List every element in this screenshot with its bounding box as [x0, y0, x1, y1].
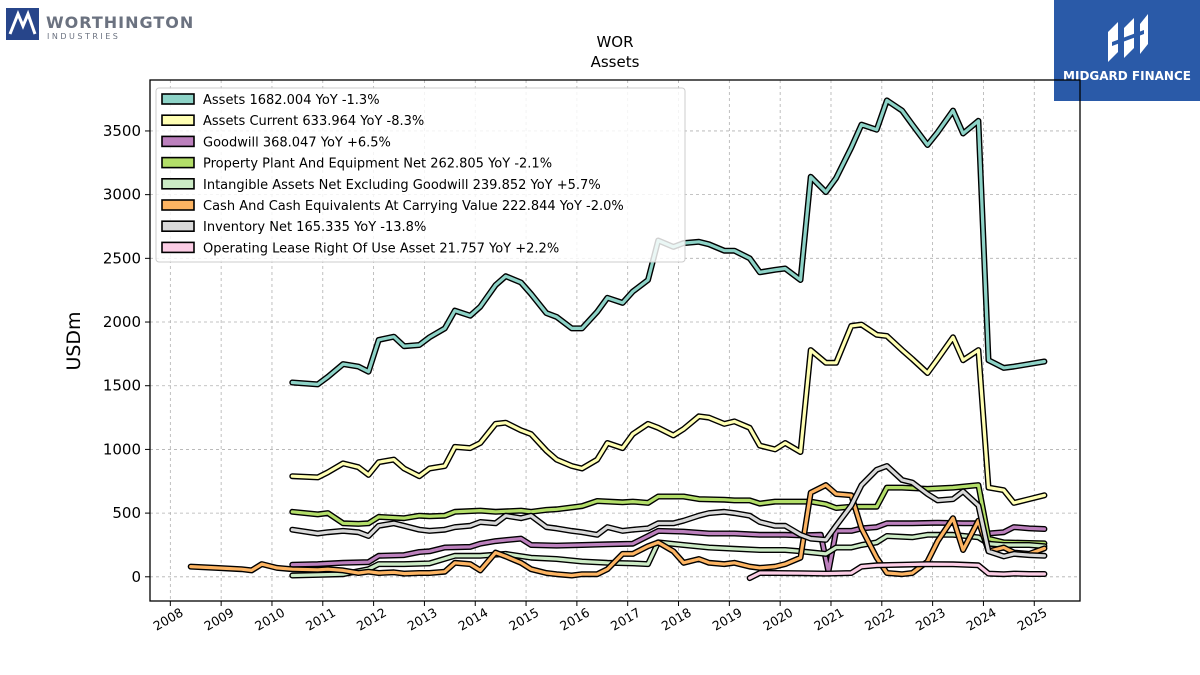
legend-swatch: [161, 199, 195, 211]
chart-title: WOR: [596, 33, 633, 51]
series-line: [748, 562, 1046, 580]
y-tick-label: 1500: [103, 377, 141, 395]
x-tick-label: 2017: [608, 605, 643, 634]
legend-swatch: [161, 220, 195, 232]
series-line: [290, 464, 1046, 558]
plot-frame: [149, 79, 1081, 602]
legend-label: Inventory Net 165.335 YoY -13.8%: [203, 220, 426, 235]
company-sub: INDUSTRIES: [47, 32, 120, 41]
series-lines: [187, 97, 1048, 582]
legend-swatch: [161, 156, 195, 169]
y-axis-label: USDm: [63, 311, 85, 370]
legend-label: Assets Current 633.964 YoY -8.3%: [203, 114, 424, 129]
x-tick-label: 2015: [506, 605, 541, 634]
legend: Assets 1682.004 YoY -1.3% Assets Current …: [155, 87, 686, 263]
x-tick-label: 2020: [760, 605, 795, 634]
x-tick-label: 2009: [201, 605, 236, 634]
x-tick-label: 2008: [151, 605, 186, 634]
series-line: [290, 323, 1046, 505]
y-tick-label: 3000: [103, 186, 141, 204]
legend-label: Cash And Cash Equivalents At Carrying Va…: [203, 199, 624, 214]
x-tick-label: 2024: [964, 605, 999, 634]
midgard-finance-logo: MIDGARD FINANCE: [1054, 0, 1200, 101]
legend-label: Intangible Assets Net Excluding Goodwill…: [203, 178, 601, 193]
y-tick-label: 3500: [103, 122, 141, 140]
x-tick-label: 2014: [455, 605, 490, 634]
series-line: [290, 483, 1046, 545]
legend-label: Property Plant And Equipment Net 262.805…: [203, 157, 552, 172]
x-tick-label: 2013: [405, 605, 440, 634]
x-tick-label: 2012: [354, 605, 389, 634]
midgard-mark-icon: [1108, 14, 1148, 62]
legend-label: Operating Lease Right Of Use Asset 21.75…: [203, 241, 559, 256]
legend-swatch: [161, 241, 195, 254]
company-name: WORTHINGTON: [46, 13, 194, 32]
legend-box: [155, 87, 686, 263]
x-tick-label: 2022: [862, 605, 897, 634]
x-tick-label: 2023: [913, 605, 948, 634]
series-line: [290, 533, 1046, 578]
series-line: [290, 521, 1046, 574]
legend-swatch: [161, 135, 195, 148]
x-tick-label: 2016: [557, 605, 592, 634]
legend-swatch: [161, 178, 195, 190]
logo-w-icon: [8, 9, 37, 35]
y-tick-label: 0: [131, 568, 141, 586]
x-tick-label: 2021: [811, 605, 846, 634]
series-line: [189, 483, 1046, 578]
x-tick-label: 2018: [659, 605, 694, 634]
chart-subtitle: Assets: [591, 53, 640, 71]
x-tick-label: 2025: [1014, 605, 1049, 634]
legend-label: Goodwill 368.047 YoY +6.5%: [203, 135, 391, 150]
partner-name: MIDGARD FINANCE: [1063, 69, 1191, 83]
x-tick-label: 2010: [252, 605, 287, 634]
y-tick-label: 2500: [103, 249, 141, 267]
legend-label: Assets 1682.004 YoY -1.3%: [203, 93, 380, 108]
legend-swatch: [161, 114, 195, 126]
y-tick-label: 500: [112, 504, 141, 522]
x-tick-label: 2011: [303, 605, 338, 634]
y-tick-label: 1000: [103, 440, 141, 458]
worthington-logo: WORTHINGTON INDUSTRIES: [6, 8, 206, 44]
x-tick-label: 2019: [710, 605, 745, 634]
axis-ticks: 0 500 1000 1500 2000 2500 3000 3500 2008 2009 2010…: [103, 122, 1050, 634]
legend-swatch: [161, 93, 195, 105]
series-outline: [289, 321, 1048, 506]
y-tick-label: 2000: [103, 313, 141, 331]
